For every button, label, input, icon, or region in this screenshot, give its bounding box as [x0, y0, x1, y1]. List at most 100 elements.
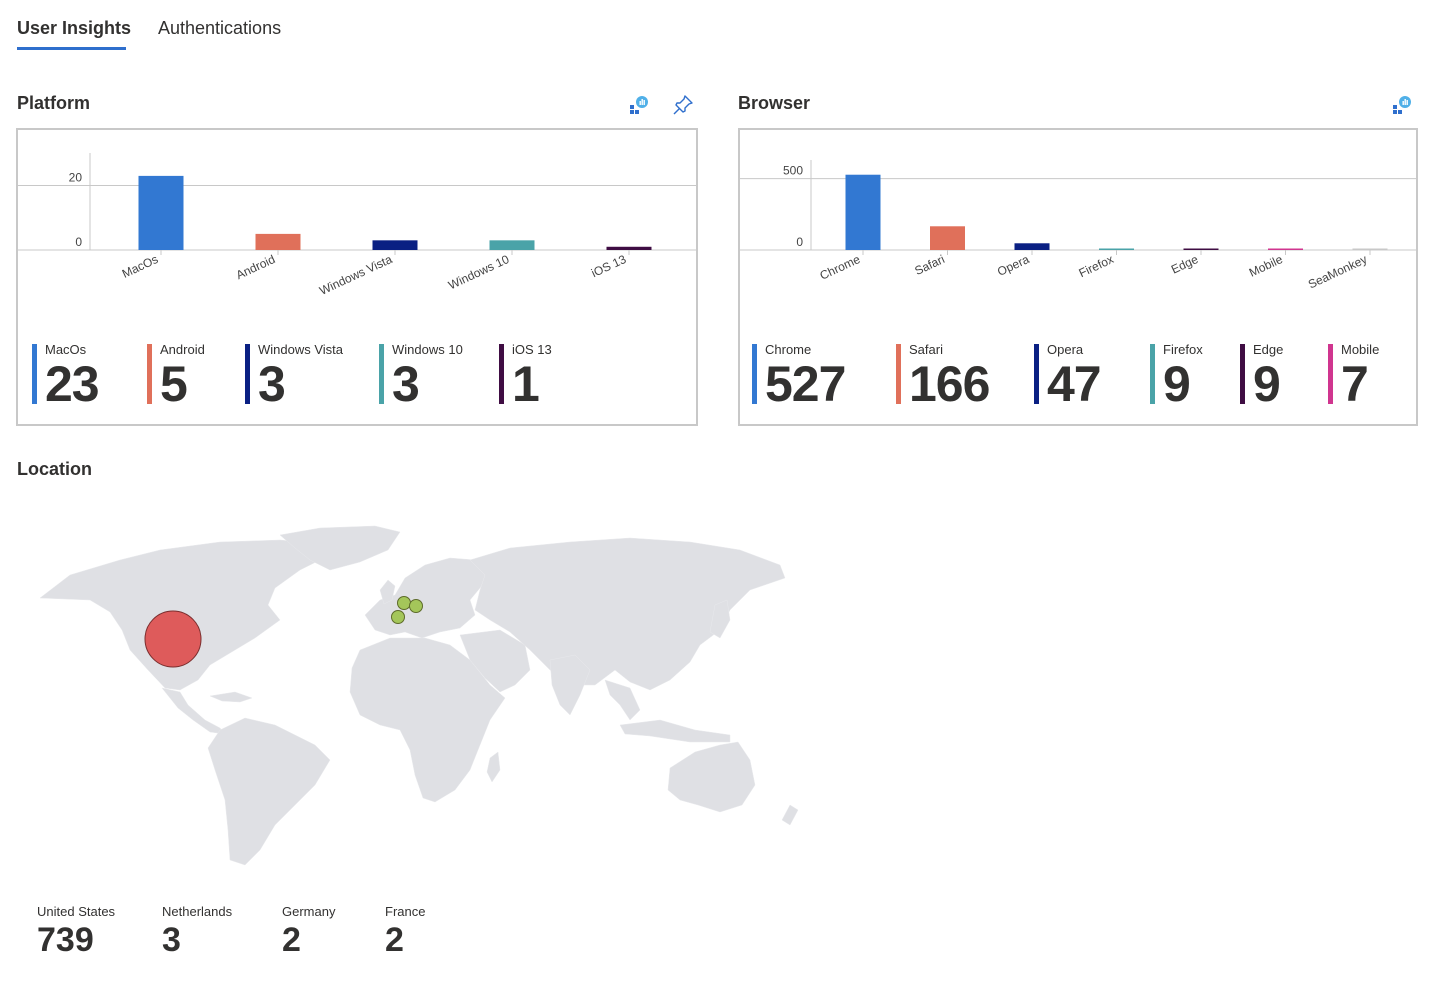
- tile-value: 527: [765, 356, 846, 412]
- tile-value: 5: [160, 356, 188, 412]
- caribbean-shape: [209, 691, 253, 703]
- map-bubble-france[interactable]: [391, 610, 405, 624]
- tile-color-bar: [1240, 344, 1245, 404]
- location-label: United States: [37, 904, 116, 919]
- platform-title: Platform: [17, 93, 91, 113]
- indonesia-shape: [619, 719, 731, 743]
- location-value: 2: [282, 921, 301, 959]
- bar-opera[interactable]: [1014, 243, 1050, 250]
- bar-seamonkey[interactable]: [1352, 248, 1388, 251]
- tile-color-bar: [1328, 344, 1333, 404]
- map-bubble-germany[interactable]: [409, 599, 423, 613]
- platform-bar-chart: 0 20 MacOs Android Windows Vista Windows 10 iO…: [18, 153, 698, 298]
- tile-label: Edge: [1253, 342, 1284, 357]
- world-map: [39, 525, 799, 866]
- tab-user-insights[interactable]: User Insights: [17, 18, 132, 38]
- x-tick-label: Windows Vista: [317, 252, 394, 298]
- tile-label: Android: [160, 342, 205, 357]
- location-label: France: [385, 904, 426, 919]
- tile-label: iOS 13: [512, 342, 552, 357]
- tile-color-bar: [32, 344, 37, 404]
- asia-shape: [469, 537, 786, 691]
- tile-color-bar: [379, 344, 384, 404]
- pin-icon[interactable]: [672, 94, 693, 115]
- y-tick-label: 500: [783, 164, 803, 178]
- tile-value: 7: [1341, 356, 1369, 412]
- location-stat-france[interactable]: France 2: [385, 904, 425, 960]
- tile-color-bar: [147, 344, 152, 404]
- y-tick-label: 20: [69, 171, 83, 185]
- browser-panel: 0 500 Chrome Safari Opera Firefox Edge Mobile Se…: [738, 128, 1418, 426]
- x-tick-label: Safari: [912, 252, 946, 278]
- tile-value: 47: [1047, 356, 1102, 412]
- location-value: 3: [162, 921, 181, 959]
- bar-windows-vista[interactable]: [372, 240, 418, 250]
- tile-label: Safari: [909, 342, 943, 357]
- tile-value: 9: [1253, 356, 1281, 412]
- tile-label: Chrome: [765, 342, 812, 357]
- x-tick-label: Opera: [995, 252, 1031, 279]
- platform-panel: 0 20 MacOs Android Windows Vista Windows 10 iO…: [16, 128, 698, 426]
- x-tick-label: Chrome: [818, 252, 863, 283]
- bar-windows-10[interactable]: [489, 240, 535, 250]
- location-title: Location: [17, 459, 92, 479]
- y-tick-label: 0: [75, 235, 82, 249]
- x-tick-label: Mobile: [1247, 252, 1285, 280]
- bar-macos[interactable]: [138, 175, 184, 250]
- madagascar-shape: [486, 751, 501, 783]
- tile-value: 166: [909, 356, 990, 412]
- tile-value: 3: [258, 356, 286, 412]
- tile-value: 9: [1163, 356, 1191, 412]
- x-tick-label: Android: [234, 252, 277, 282]
- tile-color-bar: [896, 344, 901, 404]
- location-label: Netherlands: [162, 904, 233, 919]
- location-stat-netherlands[interactable]: Netherlands 3: [162, 904, 232, 960]
- workbook-icon[interactable]: [629, 95, 649, 115]
- middle-east-shape: [459, 629, 531, 693]
- location-value: 2: [385, 921, 404, 959]
- x-tick-label: Edge: [1169, 252, 1201, 277]
- bar-android[interactable]: [255, 233, 301, 250]
- australia-shape: [667, 741, 756, 813]
- india-shape: [549, 654, 591, 716]
- bar-firefox[interactable]: [1099, 248, 1134, 251]
- tile-label: Windows 10: [392, 342, 463, 357]
- y-tick-label: 0: [796, 235, 803, 249]
- x-tick-label: MacOs: [120, 252, 160, 281]
- tile-value: 23: [45, 356, 100, 412]
- southeast-asia-shape: [604, 679, 641, 721]
- browser-bar-chart: 0 500 Chrome Safari Opera Firefox Edge Mobile Se…: [740, 160, 1418, 292]
- location-value: 739: [37, 921, 94, 959]
- map-bubble-netherlands[interactable]: [397, 596, 411, 610]
- greenland-shape: [279, 525, 401, 571]
- land-masses: [39, 525, 799, 866]
- bar-chrome[interactable]: [845, 174, 881, 250]
- location-label: Germany: [282, 904, 336, 919]
- africa-shape: [349, 637, 506, 803]
- tile-color-bar: [245, 344, 250, 404]
- map-bubble-united-states[interactable]: [144, 610, 202, 668]
- x-tick-label: iOS 13: [589, 252, 628, 280]
- tile-label: MacOs: [45, 342, 87, 357]
- tile-color-bar: [1034, 344, 1039, 404]
- bar-mobile[interactable]: [1268, 248, 1303, 251]
- bar-ios-13[interactable]: [606, 246, 652, 250]
- location-stat-united-states[interactable]: United States 739: [37, 904, 115, 960]
- tile-label: Windows Vista: [258, 342, 344, 357]
- south-america-shape: [207, 717, 331, 866]
- workbook-icon[interactable]: [1392, 95, 1412, 115]
- tab-authentications[interactable]: Authentications: [158, 18, 282, 38]
- location-stat-germany[interactable]: Germany 2: [282, 904, 335, 960]
- bar-edge[interactable]: [1183, 248, 1219, 251]
- tile-color-bar: [1150, 344, 1155, 404]
- new-zealand-shape: [781, 804, 799, 826]
- uk-shape: [379, 579, 396, 605]
- tile-value: 3: [392, 356, 420, 412]
- x-tick-label: Windows 10: [446, 252, 511, 292]
- x-tick-label: Firefox: [1077, 252, 1116, 280]
- tile-label: Firefox: [1163, 342, 1203, 357]
- tile-color-bar: [752, 344, 757, 404]
- bar-safari[interactable]: [930, 226, 965, 250]
- x-tick-label: SeaMonkey: [1306, 252, 1369, 291]
- tile-color-bar: [499, 344, 504, 404]
